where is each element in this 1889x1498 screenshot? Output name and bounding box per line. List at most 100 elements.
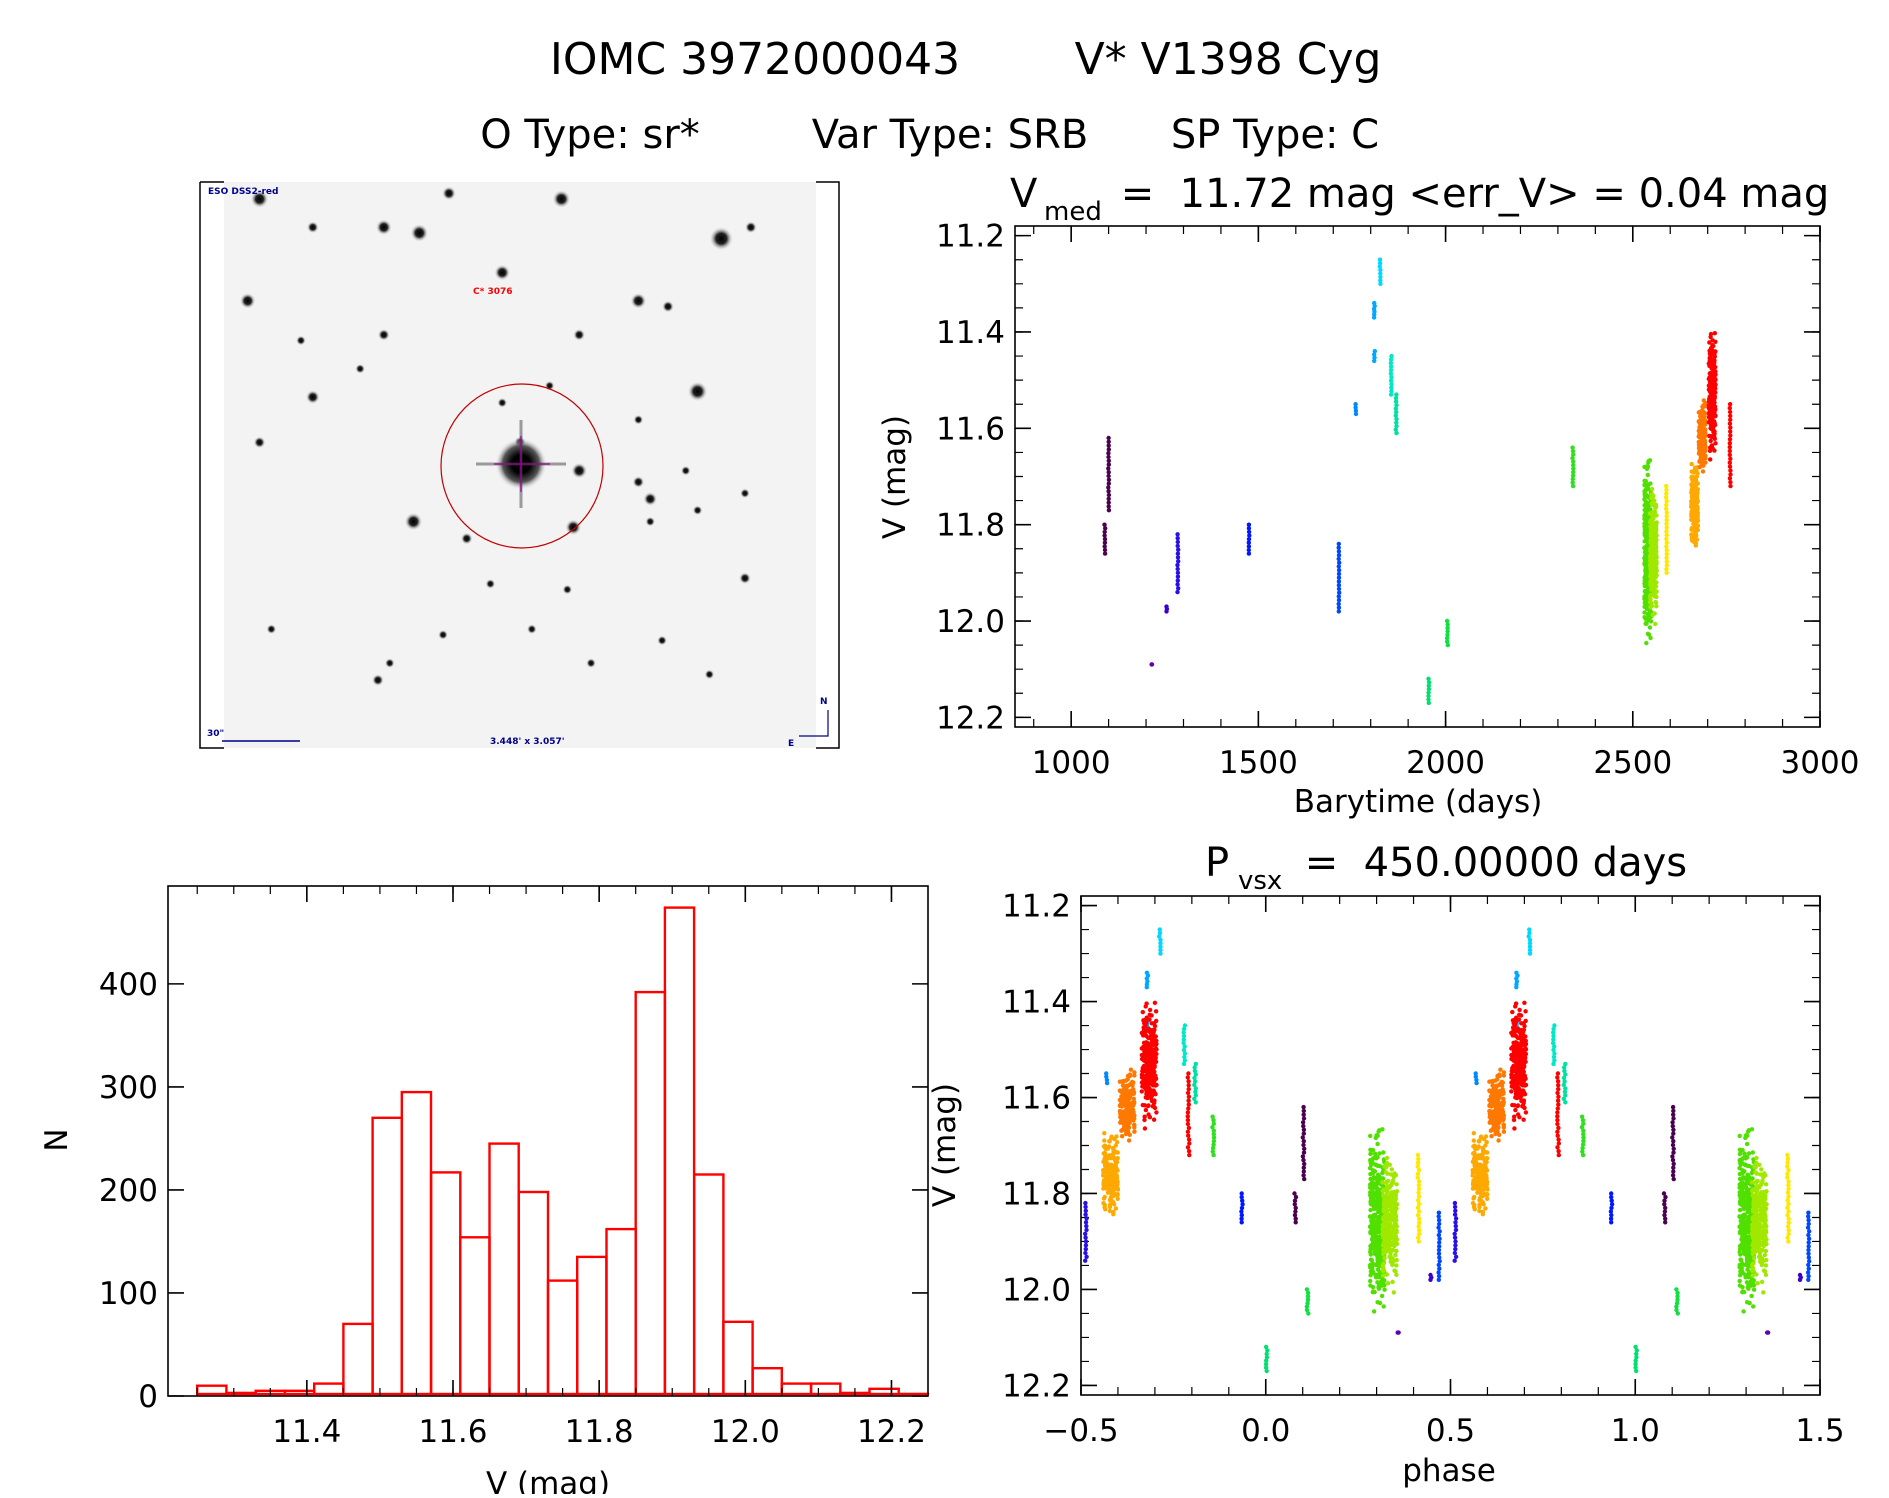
lc-point	[1654, 502, 1658, 506]
lc-point	[1650, 566, 1654, 570]
phase-point	[1302, 1162, 1306, 1166]
lc-point	[1337, 605, 1341, 609]
lc-point	[1176, 548, 1180, 552]
phase-point	[1302, 1109, 1306, 1113]
lc-point	[1176, 536, 1180, 540]
phase-point	[1510, 1103, 1514, 1107]
phase-point	[1371, 1236, 1375, 1240]
lc-point	[1709, 332, 1713, 336]
phase-point	[1380, 1180, 1384, 1184]
phase-point	[1187, 1141, 1191, 1145]
phase-point	[1759, 1241, 1763, 1245]
phase-point	[1671, 1131, 1675, 1135]
lc-point	[1106, 474, 1110, 478]
histogram-bar	[431, 1172, 460, 1394]
phase-point	[1382, 1288, 1386, 1292]
phase-point	[1454, 1224, 1458, 1228]
phase-point	[1474, 1170, 1478, 1174]
histogram-bar	[343, 1324, 372, 1394]
phase-point	[1556, 1134, 1560, 1138]
lc-point	[1644, 551, 1648, 555]
phase-point	[1481, 1202, 1485, 1206]
phase-point	[1609, 1220, 1613, 1224]
hist-y-tick-label: 300	[99, 1070, 158, 1106]
phase-point	[1124, 1132, 1128, 1136]
phase-point	[1384, 1165, 1388, 1169]
phase-point	[1382, 1203, 1386, 1207]
phase-point	[1741, 1309, 1745, 1313]
phase-point	[1265, 1369, 1269, 1373]
lc-point	[1650, 539, 1654, 543]
lc-point	[1664, 488, 1668, 492]
phase-point	[1515, 1041, 1519, 1045]
ph-y-tick-label: 11.4	[1002, 985, 1071, 1021]
phase-point	[1152, 1098, 1156, 1102]
lc-point	[1106, 485, 1110, 489]
star	[494, 265, 510, 281]
phase-point	[1372, 1309, 1376, 1313]
phase-point	[1152, 1118, 1156, 1122]
phase-point	[1740, 1148, 1744, 1152]
phase-point	[1182, 1062, 1186, 1066]
phase-point	[1375, 1280, 1379, 1284]
phase-point	[1377, 1275, 1381, 1279]
phase-point	[1083, 1235, 1087, 1239]
phase-point	[1806, 1252, 1810, 1256]
phase-point	[1498, 1068, 1502, 1072]
phase-point	[1129, 1092, 1133, 1096]
phase-point	[1142, 1118, 1146, 1122]
phase-point	[1147, 1017, 1151, 1021]
lc-point	[1728, 406, 1732, 410]
lc-point	[1646, 632, 1650, 636]
lc-point	[1650, 604, 1654, 608]
lc-point	[1107, 497, 1111, 501]
phase-point	[1494, 1127, 1498, 1131]
phase-point	[1488, 1104, 1492, 1108]
phase-point	[1763, 1253, 1767, 1257]
phase-point	[1394, 1182, 1398, 1186]
lc-point	[1247, 551, 1251, 555]
lc-point	[1701, 469, 1705, 473]
phase-point	[1109, 1190, 1113, 1194]
phase-point	[1563, 1100, 1567, 1104]
star	[306, 390, 320, 404]
phase-point	[1125, 1085, 1129, 1089]
lc-x-tick-label: 1500	[1219, 745, 1298, 781]
phase-point	[1750, 1180, 1754, 1184]
phase-point	[1758, 1258, 1762, 1262]
phase-point	[1105, 1081, 1109, 1085]
phase-point	[1396, 1330, 1400, 1334]
phase-point	[1145, 985, 1149, 989]
phase-point	[1512, 1048, 1516, 1052]
phase-point	[1436, 1225, 1440, 1229]
lc-point	[1701, 405, 1705, 409]
lc-point	[1728, 461, 1732, 465]
star	[296, 335, 306, 345]
phase-point	[1746, 1196, 1750, 1200]
phase-point	[1102, 1138, 1106, 1142]
phase-point	[1186, 1114, 1190, 1118]
histogram-bar	[782, 1384, 811, 1394]
phase-point	[1477, 1174, 1481, 1178]
lc-point	[1394, 431, 1398, 435]
phase-point	[1472, 1205, 1476, 1209]
phase-point	[1384, 1235, 1388, 1239]
phase-point	[1478, 1186, 1482, 1190]
phase-point	[1395, 1242, 1399, 1246]
phase-point	[1101, 1183, 1105, 1187]
phase-point	[1785, 1153, 1789, 1157]
phase-point	[1302, 1177, 1306, 1181]
phase-point	[1148, 1052, 1152, 1056]
phase-point	[1375, 1142, 1379, 1146]
lc-point	[1175, 582, 1179, 586]
star	[693, 505, 703, 515]
lc-point	[1176, 571, 1180, 575]
phase-point	[1738, 1215, 1742, 1219]
star	[240, 293, 256, 309]
lc-point	[1649, 547, 1653, 551]
phase-point	[1555, 1130, 1559, 1134]
phase-point	[1132, 1073, 1136, 1077]
lc-y-tick-label: 11.6	[936, 411, 1005, 447]
phase-point	[1740, 1228, 1744, 1232]
lc-point	[1649, 534, 1653, 538]
